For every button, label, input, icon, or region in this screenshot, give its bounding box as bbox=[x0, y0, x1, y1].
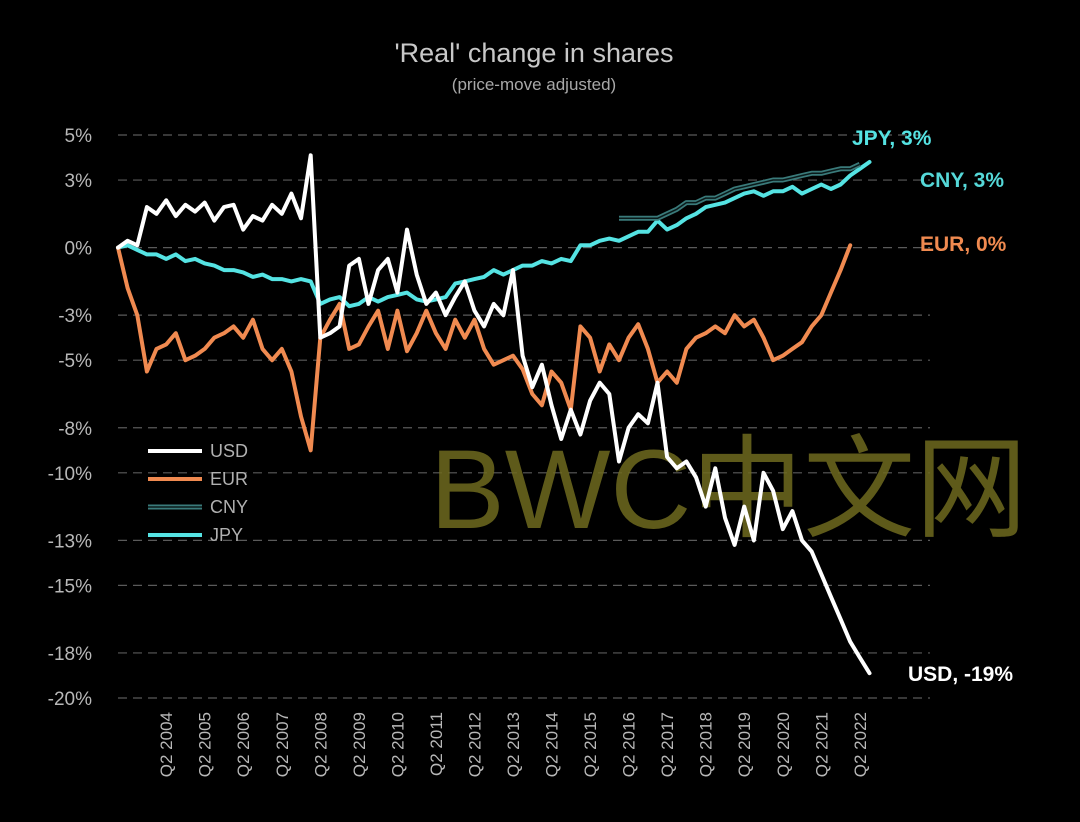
y-tick-label: -20% bbox=[48, 689, 92, 710]
legend-label-jpy: JPY bbox=[210, 525, 243, 545]
x-tick-label: Q2 2015 bbox=[581, 712, 600, 777]
legend-label-usd: USD bbox=[210, 441, 248, 461]
end-labels: USD, -19% EUR, 0% CNY, 3% JPY, 3% bbox=[852, 127, 1013, 686]
y-tick-label: -5% bbox=[58, 351, 92, 372]
series-line-usd bbox=[116, 153, 872, 676]
y-tick-label: 5% bbox=[65, 126, 93, 147]
y-tick-label: -18% bbox=[48, 644, 92, 665]
x-tick-label: Q2 2008 bbox=[311, 712, 330, 777]
end-label-usd: USD, -19% bbox=[908, 663, 1013, 686]
chart-title: 'Real' change in shares bbox=[395, 38, 674, 68]
y-tick-label: -15% bbox=[48, 576, 92, 597]
x-tick-label: Q2 2006 bbox=[234, 712, 253, 777]
x-tick-label: Q2 2005 bbox=[196, 712, 215, 777]
y-tick-label: 3% bbox=[65, 171, 93, 192]
end-label-eur: EUR, 0% bbox=[920, 233, 1007, 256]
series-line-eur bbox=[116, 243, 853, 453]
x-tick-label: Q2 2012 bbox=[465, 712, 484, 777]
legend: USD EUR CNY JPY bbox=[148, 441, 248, 545]
x-tick-label: Q2 2004 bbox=[157, 712, 176, 777]
y-tick-label: -8% bbox=[58, 419, 92, 440]
chart-subtitle: (price-move adjusted) bbox=[452, 75, 616, 94]
series-lines bbox=[116, 153, 872, 676]
x-tick-label: Q2 2020 bbox=[774, 712, 793, 777]
x-tick-label: Q2 2014 bbox=[543, 712, 562, 777]
x-axis: Q2 2004 Q2 2005 Q2 2006 Q2 2007 Q2 2008 Q2 20… bbox=[157, 712, 870, 777]
x-tick-label: Q2 2007 bbox=[273, 712, 292, 777]
x-tick-label: Q2 2009 bbox=[350, 712, 369, 777]
x-tick-label: Q2 2022 bbox=[851, 712, 870, 777]
series-line-cny-inner bbox=[619, 163, 861, 220]
x-tick-label: Q2 2013 bbox=[504, 712, 523, 777]
x-tick-label: Q2 2019 bbox=[735, 712, 754, 777]
legend-label-cny: CNY bbox=[210, 497, 248, 517]
x-tick-label: Q2 2011 bbox=[427, 712, 446, 776]
end-label-jpy: JPY, 3% bbox=[852, 127, 932, 150]
x-tick-label: Q2 2010 bbox=[388, 712, 407, 777]
x-tick-label: Q2 2016 bbox=[620, 712, 639, 777]
y-tick-label: -10% bbox=[48, 464, 92, 485]
x-tick-label: Q2 2021 bbox=[812, 712, 831, 777]
y-axis: 5% 3% 0% -3% -5% -8% -10% -13% -15% -18% -20% bbox=[48, 126, 92, 710]
end-label-cny: CNY, 3% bbox=[920, 169, 1004, 192]
x-tick-label: Q2 2017 bbox=[658, 712, 677, 777]
y-tick-label: -3% bbox=[58, 306, 92, 327]
legend-label-eur: EUR bbox=[210, 469, 248, 489]
x-tick-label: Q2 2018 bbox=[697, 712, 716, 777]
y-tick-label: -13% bbox=[48, 531, 92, 552]
y-tick-label: 0% bbox=[65, 239, 93, 260]
series-line-jpy bbox=[116, 160, 872, 309]
